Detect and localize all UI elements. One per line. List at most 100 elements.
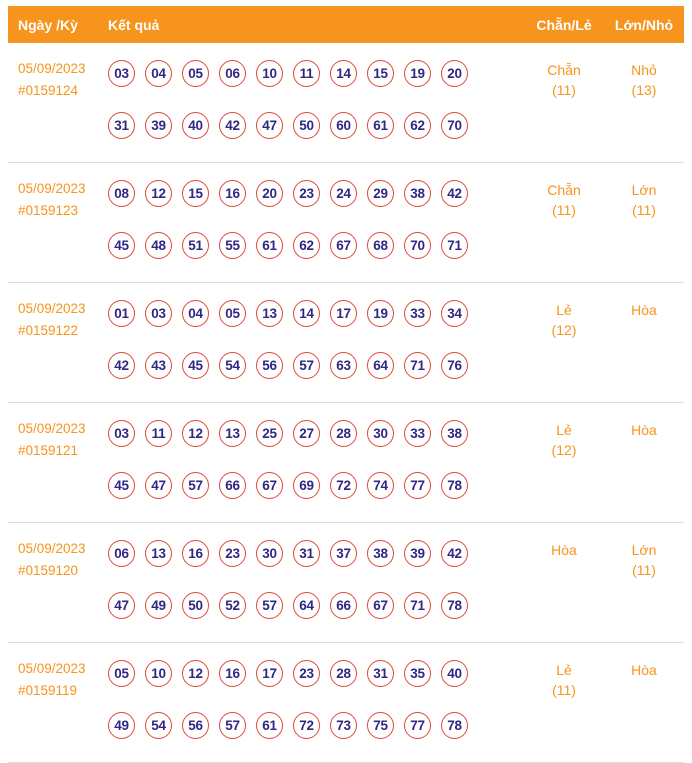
numbers-line-2: 42 43 45 54 56 57 63 64 71 76 [108, 352, 524, 379]
winning-numbers: 03 11 12 13 25 27 28 30 33 38 45 47 57 66 67 69 72 74 77 7… [108, 420, 524, 499]
draw-id: #0159120 [18, 562, 79, 578]
numbers-line-2: 49 54 56 57 61 72 73 75 77 78 [108, 712, 524, 739]
lottery-number-ball: 39 [145, 112, 172, 139]
lottery-number-ball: 55 [219, 232, 246, 259]
result-row: 05/09/2023 #0159119 05 10 12 16 17 23 28 31 35 40… [8, 643, 684, 763]
lottery-number-ball: 54 [145, 712, 172, 739]
draw-date: 05/09/2023 [18, 301, 86, 316]
lottery-number-ball: 50 [182, 592, 209, 619]
numbers-line-2: 45 48 51 55 61 62 67 68 70 71 [108, 232, 524, 259]
lottery-number-ball: 19 [367, 300, 394, 327]
lottery-number-ball: 30 [256, 540, 283, 567]
size-cell: Hòa [604, 660, 684, 739]
winning-numbers: 05 10 12 16 17 23 28 31 35 40 49 54 56 57 61 72 73 75 77 7… [108, 660, 524, 739]
draw-id: #0159123 [18, 202, 79, 218]
lottery-number-ball: 38 [367, 540, 394, 567]
lottery-number-ball: 49 [145, 592, 172, 619]
size-label: Lớn [631, 182, 657, 198]
parity-cell: Lẻ (12) [524, 420, 604, 499]
draw-id: #0159124 [18, 82, 79, 98]
lottery-number-ball: 47 [256, 112, 283, 139]
winning-numbers: 03 04 05 06 10 11 14 15 19 20 31 39 40 42 47 50 60 61 62 7… [108, 60, 524, 139]
parity-label: Chẵn [547, 182, 581, 198]
lottery-number-ball: 78 [441, 592, 468, 619]
lottery-number-ball: 27 [293, 420, 320, 447]
lottery-number-ball: 13 [145, 540, 172, 567]
lottery-number-ball: 42 [108, 352, 135, 379]
draw-date: 05/09/2023 [18, 541, 86, 556]
draw-date: 05/09/2023 [18, 421, 86, 436]
draw-id: #0159121 [18, 442, 79, 458]
draw-date: 05/09/2023 [18, 181, 86, 196]
lottery-number-ball: 16 [219, 180, 246, 207]
result-row: 05/09/2023 #0159124 03 04 05 06 10 11 14 15 19 20… [8, 43, 684, 163]
lottery-number-ball: 42 [441, 540, 468, 567]
lottery-number-ball: 37 [330, 540, 357, 567]
lottery-number-ball: 30 [367, 420, 394, 447]
lottery-number-ball: 17 [330, 300, 357, 327]
lottery-number-ball: 38 [441, 420, 468, 447]
result-row: 05/09/2023 #0159121 03 11 12 13 25 27 28 30 33 38… [8, 403, 684, 523]
lottery-number-ball: 57 [293, 352, 320, 379]
lottery-number-ball: 04 [182, 300, 209, 327]
lottery-number-ball: 03 [108, 420, 135, 447]
winning-numbers: 01 03 04 05 13 14 17 19 33 34 42 43 45 54 56 57 63 64 71 7… [108, 300, 524, 379]
size-cell: Hòa [604, 300, 684, 379]
lottery-number-ball: 50 [293, 112, 320, 139]
parity-label: Chẵn [547, 62, 581, 78]
result-row: 05/09/2023 #0159120 06 13 16 23 30 31 37 38 39 42… [8, 523, 684, 643]
draw-info: 05/09/2023 #0159122 [8, 300, 108, 379]
parity-cell: Chẵn (11) [524, 60, 604, 139]
header-result-column: Kết quả [108, 16, 160, 33]
lottery-number-ball: 40 [182, 112, 209, 139]
lottery-number-ball: 31 [293, 540, 320, 567]
lottery-number-ball: 12 [145, 180, 172, 207]
lottery-number-ball: 28 [330, 420, 357, 447]
parity-cell: Lẻ (11) [524, 660, 604, 739]
lottery-number-ball: 45 [182, 352, 209, 379]
lottery-number-ball: 16 [182, 540, 209, 567]
lottery-number-ball: 13 [256, 300, 283, 327]
numbers-line-1: 06 13 16 23 30 31 37 38 39 42 [108, 540, 524, 567]
lottery-number-ball: 10 [256, 60, 283, 87]
lottery-number-ball: 56 [182, 712, 209, 739]
lottery-number-ball: 03 [145, 300, 172, 327]
size-cell: Hòa [604, 420, 684, 499]
lottery-number-ball: 24 [330, 180, 357, 207]
lottery-number-ball: 12 [182, 420, 209, 447]
parity-label: Lẻ [556, 302, 572, 318]
parity-label: Lẻ [556, 422, 572, 438]
header-date-column: Ngày /Kỳ [18, 16, 78, 33]
lottery-number-ball: 29 [367, 180, 394, 207]
lottery-number-ball: 61 [256, 232, 283, 259]
draw-date: 05/09/2023 [18, 661, 86, 676]
lottery-number-ball: 31 [367, 660, 394, 687]
size-label: Hòa [631, 422, 657, 438]
lottery-number-ball: 42 [441, 180, 468, 207]
lottery-number-ball: 64 [367, 352, 394, 379]
numbers-line-1: 03 11 12 13 25 27 28 30 33 38 [108, 420, 524, 447]
lottery-number-ball: 17 [256, 660, 283, 687]
lottery-number-ball: 34 [441, 300, 468, 327]
numbers-line-1: 05 10 12 16 17 23 28 31 35 40 [108, 660, 524, 687]
lottery-number-ball: 62 [404, 112, 431, 139]
lottery-number-ball: 33 [404, 420, 431, 447]
lottery-number-ball: 19 [404, 60, 431, 87]
lottery-number-ball: 23 [293, 660, 320, 687]
result-row: 05/09/2023 #0159123 08 12 15 16 20 23 24 29 38 42… [8, 163, 684, 283]
lottery-number-ball: 54 [219, 352, 246, 379]
lottery-number-ball: 67 [330, 232, 357, 259]
result-row: 05/09/2023 #0159122 01 03 04 05 13 14 17 19 33 34… [8, 283, 684, 403]
lottery-number-ball: 64 [293, 592, 320, 619]
size-cell: Nhỏ (13) [604, 60, 684, 139]
size-label: Hòa [631, 302, 657, 318]
header-parity-column: Chẵn/Lẻ [536, 16, 592, 33]
draw-info: 05/09/2023 #0159121 [8, 420, 108, 499]
parity-cell: Chẵn (11) [524, 180, 604, 259]
lottery-number-ball: 01 [108, 300, 135, 327]
winning-numbers: 06 13 16 23 30 31 37 38 39 42 47 49 50 52 57 64 66 67 71 7… [108, 540, 524, 619]
lottery-number-ball: 14 [293, 300, 320, 327]
lottery-number-ball: 06 [219, 60, 246, 87]
parity-cell: Hòa [524, 540, 604, 619]
lottery-number-ball: 52 [219, 592, 246, 619]
